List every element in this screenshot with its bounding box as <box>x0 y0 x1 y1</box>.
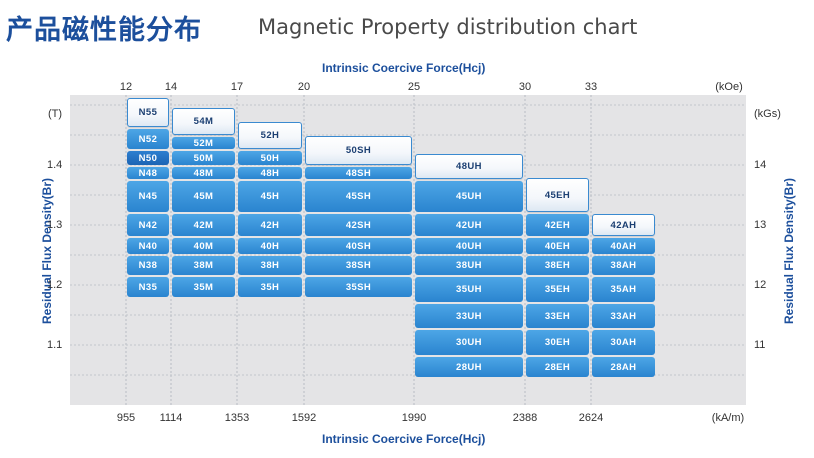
grade-54m: 54M <box>172 108 235 135</box>
grade-n52: N52 <box>127 129 169 149</box>
x-axis-title-top: Intrinsic Coercive Force(Hcj) <box>322 61 486 75</box>
grade-38sh: 38SH <box>305 256 412 275</box>
grade-33eh: 33EH <box>526 304 589 328</box>
grade-n42: N42 <box>127 214 169 236</box>
grade-48h: 48H <box>238 167 302 179</box>
x-top-tick-label: 14 <box>164 81 178 93</box>
grade-33ah: 33AH <box>592 304 655 328</box>
grade-28eh: 28EH <box>526 357 589 377</box>
y-right-tick-label: 12 <box>754 279 767 291</box>
grade-n45: N45 <box>127 181 169 212</box>
grade-35ah: 35AH <box>592 277 655 302</box>
grade-42h: 42H <box>238 214 302 236</box>
grade-35sh: 35SH <box>305 277 412 297</box>
grade-40eh: 40EH <box>526 238 589 254</box>
x-bottom-tick-label: 2624 <box>578 412 604 424</box>
y-left-tick-label: 1.1 <box>47 339 63 351</box>
grade-50sh: 50SH <box>305 136 412 165</box>
grade-52m: 52M <box>172 137 235 149</box>
x-top-tick-label: 20 <box>297 81 311 93</box>
grade-n48: N48 <box>127 167 169 179</box>
grade-40uh: 40UH <box>415 238 523 254</box>
y-left-tick-label: 1.4 <box>47 159 63 171</box>
grade-28ah: 28AH <box>592 357 655 377</box>
grade-40ah: 40AH <box>592 238 655 254</box>
grade-45m: 45M <box>172 181 235 212</box>
grade-n50: N50 <box>127 151 169 165</box>
grade-35eh: 35EH <box>526 277 589 302</box>
x-bottom-tick-label: 1592 <box>291 412 317 424</box>
y-left-tick-label: 1.2 <box>47 279 63 291</box>
y-right-tick-label: 13 <box>754 219 767 231</box>
bottom-unit-label: (kA/m) <box>711 412 745 424</box>
grade-50h: 50H <box>238 151 302 165</box>
grade-42m: 42M <box>172 214 235 236</box>
grade-45h: 45H <box>238 181 302 212</box>
y-axis-title-left: Residual Flux Density(Br) <box>40 177 55 325</box>
top-unit-label: (kOe) <box>715 81 743 93</box>
grade-35m: 35M <box>172 277 235 297</box>
grade-45sh: 45SH <box>305 181 412 212</box>
grade-40h: 40H <box>238 238 302 254</box>
x-top-tick-label: 17 <box>230 81 244 93</box>
y-right-tick-label: 11 <box>754 339 766 351</box>
grade-48uh: 48UH <box>415 154 523 179</box>
x-bottom-tick-label: 2388 <box>512 412 538 424</box>
left-unit-label: (T) <box>48 108 63 120</box>
grade-48m: 48M <box>172 167 235 179</box>
x-top-tick-label: 12 <box>119 81 133 93</box>
x-axis-title-bottom: Intrinsic Coercive Force(Hcj) <box>322 432 486 446</box>
grade-30uh: 30UH <box>415 330 523 355</box>
grade-52h: 52H <box>238 122 302 149</box>
right-unit-label: (kGs) <box>754 108 781 120</box>
grade-38uh: 38UH <box>415 256 523 275</box>
grade-45uh: 45UH <box>415 181 523 212</box>
grade-40sh: 40SH <box>305 238 412 254</box>
grade-n35: N35 <box>127 277 169 297</box>
grade-38m: 38M <box>172 256 235 275</box>
y-axis-title-right: Residual Flux Density(Br) <box>782 177 797 325</box>
x-top-tick-label: 25 <box>407 81 421 93</box>
grade-n55: N55 <box>127 98 169 127</box>
chart-title-en: Magnetic Property distribution chart <box>258 15 638 39</box>
grade-35h: 35H <box>238 277 302 297</box>
x-top-tick-label: 33 <box>584 81 598 93</box>
grade-n38: N38 <box>127 256 169 275</box>
grade-50m: 50M <box>172 151 235 165</box>
grade-38h: 38H <box>238 256 302 275</box>
grade-42sh: 42SH <box>305 214 412 236</box>
y-right-tick-label: 14 <box>754 159 767 171</box>
grade-42ah: 42AH <box>592 214 655 236</box>
grade-33uh: 33UH <box>415 304 523 328</box>
x-bottom-tick-label: 1114 <box>159 412 183 424</box>
x-top-tick-label: 30 <box>518 81 532 93</box>
grade-30ah: 30AH <box>592 330 655 355</box>
grade-38ah: 38AH <box>592 256 655 275</box>
grade-48sh: 48SH <box>305 167 412 179</box>
grade-35uh: 35UH <box>415 277 523 302</box>
grade-30eh: 30EH <box>526 330 589 355</box>
chart-title-cn: 产品磁性能分布 <box>6 15 202 46</box>
grade-40m: 40M <box>172 238 235 254</box>
x-bottom-tick-label: 1353 <box>224 412 250 424</box>
grade-42uh: 42UH <box>415 214 523 236</box>
y-left-tick-label: 1.3 <box>47 219 63 231</box>
grade-42eh: 42EH <box>526 214 589 236</box>
grade-n40: N40 <box>127 238 169 254</box>
x-bottom-tick-label: 1990 <box>401 412 427 424</box>
grade-38eh: 38EH <box>526 256 589 275</box>
x-bottom-tick-label: 955 <box>116 412 136 424</box>
grade-28uh: 28UH <box>415 357 523 377</box>
grade-45eh: 45EH <box>526 178 589 212</box>
